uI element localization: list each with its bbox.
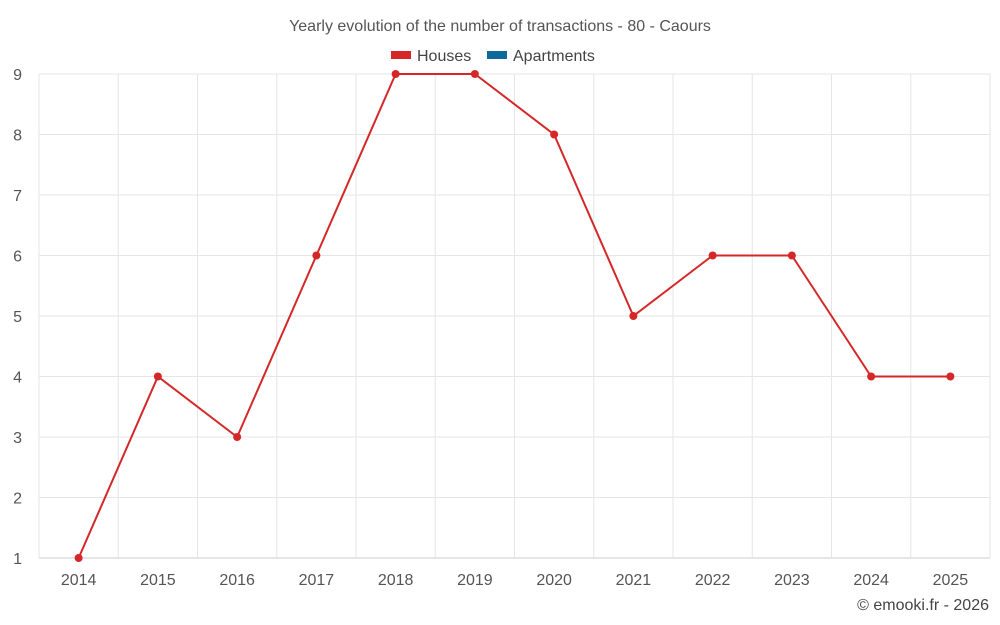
legend-swatch-houses xyxy=(391,51,411,59)
y-tick-label: 4 xyxy=(13,370,22,387)
x-tick-label: 2020 xyxy=(536,572,572,589)
data-point[interactable] xyxy=(74,554,83,562)
series-houses xyxy=(74,70,955,562)
legend-label-houses[interactable]: Houses xyxy=(417,48,471,65)
data-point[interactable] xyxy=(867,372,876,381)
y-tick-label: 2 xyxy=(13,491,22,508)
series-line-houses xyxy=(77,73,951,559)
data-point[interactable] xyxy=(391,70,400,78)
y-tick-label: 8 xyxy=(13,128,22,145)
data-point[interactable] xyxy=(312,251,321,260)
y-tick-label: 5 xyxy=(13,309,22,326)
x-tick-label: 2021 xyxy=(616,572,652,589)
x-tick-label: 2023 xyxy=(774,572,810,589)
legend-label-apartments[interactable]: Apartments xyxy=(513,48,595,65)
y-tick-label: 1 xyxy=(13,551,22,568)
data-point[interactable] xyxy=(470,70,479,78)
y-axis: 1 2 3 4 5 6 7 8 9 xyxy=(13,67,22,568)
y-tick-label: 6 xyxy=(13,249,22,266)
data-point[interactable] xyxy=(787,251,796,260)
grid xyxy=(38,73,991,559)
data-point[interactable] xyxy=(708,251,717,260)
x-axis: 2014 2015 2016 2017 2018 2019 2020 2021 2022 2023… xyxy=(61,572,968,589)
x-tick-label: 2019 xyxy=(457,572,493,589)
legend: Houses Apartments xyxy=(391,48,595,65)
data-point[interactable] xyxy=(629,312,638,320)
x-tick-label: 2017 xyxy=(299,572,335,589)
legend-swatch-apartments xyxy=(487,51,507,59)
x-tick-label: 2014 xyxy=(61,572,97,589)
x-tick-label: 2018 xyxy=(378,572,414,589)
data-point[interactable] xyxy=(233,433,242,441)
y-tick-label: 9 xyxy=(13,67,22,84)
data-point[interactable] xyxy=(153,372,162,381)
chart-title: Yearly evolution of the number of transa… xyxy=(289,18,711,35)
x-tick-label: 2015 xyxy=(140,572,176,589)
x-tick-label: 2025 xyxy=(933,572,969,589)
x-tick-label: 2024 xyxy=(853,572,889,589)
credit: © emooki.fr - 2026 xyxy=(857,597,989,614)
x-tick-label: 2016 xyxy=(219,572,255,589)
y-tick-label: 7 xyxy=(13,188,22,205)
y-tick-label: 3 xyxy=(13,430,22,447)
data-point[interactable] xyxy=(550,130,559,139)
x-tick-label: 2022 xyxy=(695,572,731,589)
data-point[interactable] xyxy=(946,372,955,381)
